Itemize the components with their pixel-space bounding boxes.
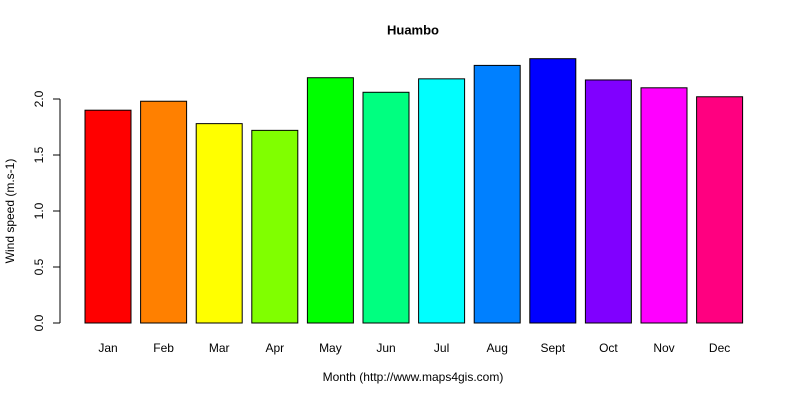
bar: [418, 78, 466, 324]
x-tick-label: Nov: [653, 341, 674, 355]
x-axis-label: Month (http://www.maps4gis.com): [323, 370, 504, 384]
x-tick-label: Apr: [265, 341, 284, 355]
y-tick-label: 1.0: [32, 202, 46, 219]
bar: [362, 91, 410, 324]
x-tick-label: Oct: [599, 341, 618, 355]
x-tick-label: Jun: [376, 341, 395, 355]
bar: [306, 77, 354, 324]
bar: [473, 64, 521, 324]
y-tick-label: 2.0: [32, 90, 46, 107]
bar: [696, 96, 744, 324]
bar: [529, 58, 577, 324]
bar: [195, 123, 243, 324]
x-tick-label: Jul: [434, 341, 449, 355]
x-tick-label: Dec: [709, 341, 730, 355]
bar: [584, 79, 632, 324]
bar: [84, 109, 132, 324]
x-tick-label: Aug: [487, 341, 508, 355]
y-axis-label: Wind speed (m.s-1): [3, 159, 17, 264]
y-tick-label: 1.5: [32, 146, 46, 163]
chart-title: Huambo: [387, 22, 439, 37]
y-tick-label: 0.0: [32, 314, 46, 331]
x-tick-label: May: [319, 341, 342, 355]
bar: [640, 87, 688, 324]
x-tick-label: Feb: [153, 341, 174, 355]
x-tick-label: Sept: [540, 341, 565, 355]
x-tick-label: Mar: [209, 341, 230, 355]
x-tick-label: Jan: [98, 341, 117, 355]
bar: [251, 129, 299, 324]
y-tick-label: 0.5: [32, 258, 46, 275]
bar: [140, 100, 188, 324]
